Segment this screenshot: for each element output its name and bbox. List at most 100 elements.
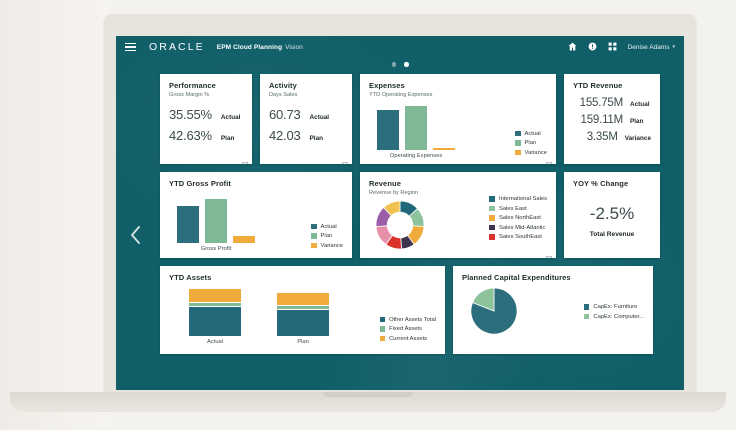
kpi-row: 35.55% Actual bbox=[169, 107, 243, 122]
chart-legend: Other Assets Total Fixed Assets Current … bbox=[374, 317, 436, 346]
chart-legend: Actual Plan Variance bbox=[509, 131, 547, 160]
card-planned-capex[interactable]: Planned Capital Expenditures CapEx: Furn… bbox=[453, 266, 653, 354]
page-dot-2[interactable] bbox=[404, 62, 409, 67]
expand-icon[interactable] bbox=[342, 155, 348, 164]
global-header: ORACLE EPM Cloud Planning Vision bbox=[116, 36, 684, 58]
card-ytd-revenue[interactable]: YTD Revenue 155.75M Actual 159.11M Plan … bbox=[564, 74, 660, 164]
legend-label: CapEx: Computer... bbox=[593, 313, 644, 320]
legend-item: CapEx: Computer... bbox=[583, 313, 644, 320]
header-actions: Denise Adams ▾ bbox=[568, 38, 675, 56]
info-icon[interactable] bbox=[588, 38, 597, 56]
pie-svg bbox=[470, 287, 518, 335]
card-title: Revenue bbox=[369, 179, 401, 188]
legend-item: Plan bbox=[311, 233, 343, 239]
legend-label: CapEx: Furniture bbox=[593, 304, 638, 310]
legend-item: Sales SouthEast bbox=[489, 234, 547, 240]
dashboard-row-3: YTD Assets Actua bbox=[160, 266, 665, 354]
legend-label: International Sales bbox=[498, 196, 547, 202]
user-name: Denise Adams bbox=[627, 43, 670, 51]
page-indicator-dots bbox=[116, 62, 684, 67]
legend-swatch bbox=[489, 196, 495, 202]
app-name: EPM Cloud Planning bbox=[216, 43, 283, 51]
bar-group: Actual Plan bbox=[189, 289, 329, 345]
user-menu[interactable]: Denise Adams ▾ bbox=[628, 44, 675, 51]
bar-chart-expenses: Operating Expenses Actual Plan bbox=[369, 104, 547, 159]
donut-svg bbox=[375, 200, 425, 250]
stacked-bar bbox=[189, 289, 241, 336]
legend-label: Actual bbox=[524, 130, 541, 137]
card-title: Expenses bbox=[369, 81, 405, 90]
legend-swatch bbox=[379, 335, 386, 342]
laptop-device-frame: ORACLE EPM Cloud Planning Vision bbox=[104, 14, 696, 402]
segment-divider bbox=[189, 301, 241, 303]
kpi-value: 159.11M bbox=[580, 114, 624, 126]
previous-page-arrow-button[interactable] bbox=[124, 222, 146, 248]
bar-group bbox=[177, 197, 255, 243]
legend-swatch bbox=[583, 304, 590, 310]
card-title: YTD Revenue bbox=[573, 81, 623, 90]
expand-icon[interactable] bbox=[546, 155, 552, 164]
card-title: Planned Capital Expenditures bbox=[462, 273, 571, 282]
legend-swatch bbox=[379, 326, 386, 332]
expand-icon[interactable] bbox=[242, 155, 248, 164]
card-revenue[interactable]: Revenue Revenue by Region International … bbox=[360, 172, 556, 258]
legend-label: Sales East bbox=[498, 205, 527, 212]
home-icon[interactable] bbox=[568, 38, 577, 56]
card-subtitle: YTD Operating Expenses bbox=[369, 92, 433, 98]
card-subtitle: Gross Margin % bbox=[169, 92, 210, 98]
legend-label: Variance bbox=[320, 242, 343, 249]
legend-item: Other Assets Total bbox=[379, 316, 436, 323]
axis-label: Gross Profit bbox=[200, 246, 232, 252]
page-dot-1[interactable] bbox=[391, 62, 396, 67]
card-activity[interactable]: Activity Days Sales 60.73 Actual 42.03 P… bbox=[260, 74, 352, 164]
card-ytd-gross-profit[interactable]: YTD Gross Profit Gross Profit bbox=[160, 172, 352, 258]
card-title: Activity bbox=[269, 81, 297, 90]
card-title: YOY % Change bbox=[573, 179, 629, 188]
kpi-value: 42.63% bbox=[169, 128, 212, 143]
legend-label: Plan bbox=[320, 233, 333, 239]
bar-variance bbox=[233, 235, 255, 243]
bar-actual bbox=[377, 110, 399, 150]
stack-column-plan: Plan bbox=[277, 293, 329, 345]
kpi-list: 35.55% Actual 42.63% Plan bbox=[169, 107, 243, 143]
stacked-bar bbox=[277, 293, 329, 336]
legend-item: Sales Mid-Atlantic bbox=[489, 225, 547, 231]
yoy-subtitle: Total Revenue bbox=[589, 231, 635, 238]
kpi-label: Plan bbox=[309, 135, 324, 142]
segment-current-assets bbox=[189, 289, 241, 302]
legend-swatch bbox=[489, 234, 495, 240]
kpi-label: Actual bbox=[630, 101, 650, 108]
segment-divider bbox=[277, 308, 329, 310]
axis-label: Actual bbox=[206, 339, 224, 345]
card-ytd-assets[interactable]: YTD Assets Actua bbox=[160, 266, 445, 354]
chart-legend: CapEx: Furniture CapEx: Computer... bbox=[578, 304, 644, 323]
card-title: Performance bbox=[169, 81, 216, 90]
expand-icon[interactable] bbox=[546, 249, 552, 258]
legend-label: Sales NorthEast bbox=[498, 215, 541, 221]
yoy-value: -2.5% bbox=[589, 204, 635, 223]
legend-swatch bbox=[379, 316, 386, 323]
card-expenses[interactable]: Expenses YTD Operating Expenses Operatin… bbox=[360, 74, 556, 164]
stacked-bar-chart-assets: Actual Plan bbox=[169, 289, 436, 345]
legend-label: Actual bbox=[320, 223, 337, 230]
hamburger-menu-icon[interactable] bbox=[125, 42, 136, 52]
legend-swatch bbox=[583, 313, 590, 320]
segment-divider bbox=[277, 304, 329, 306]
segment-divider bbox=[189, 305, 241, 307]
oracle-logo: ORACLE bbox=[149, 41, 205, 53]
card-title: YTD Gross Profit bbox=[169, 179, 232, 188]
donut-hole bbox=[386, 211, 414, 239]
pie-slice bbox=[470, 287, 518, 335]
legend-item: Fixed Assets bbox=[379, 326, 436, 332]
kpi-value: 155.75M bbox=[579, 97, 624, 109]
chevron-down-icon: ▾ bbox=[672, 44, 675, 50]
kpi-value: 42.03 bbox=[269, 128, 301, 143]
card-yoy-change[interactable]: YOY % Change -2.5% Total Revenue bbox=[564, 172, 660, 258]
laptop-base bbox=[10, 392, 726, 412]
dashboard-row-2: YTD Gross Profit Gross Profit bbox=[160, 172, 665, 258]
axis-label: Plan bbox=[297, 339, 309, 345]
segment-current-assets bbox=[277, 293, 329, 305]
apps-grid-icon[interactable] bbox=[608, 38, 617, 56]
legend-item: Sales NorthEast bbox=[489, 215, 547, 221]
card-performance[interactable]: Performance Gross Margin % 35.55% Actual… bbox=[160, 74, 252, 164]
